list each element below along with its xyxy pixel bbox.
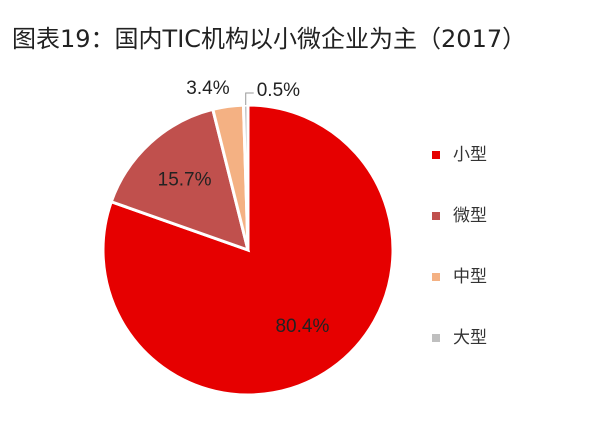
legend-label: 微型 xyxy=(453,206,487,226)
value-label: 0.5% xyxy=(257,80,300,101)
legend-swatch xyxy=(432,334,440,342)
legend-swatch xyxy=(432,151,440,159)
leader-line xyxy=(245,92,254,106)
pie-slice xyxy=(241,103,250,251)
value-label: 80.4% xyxy=(275,316,329,337)
legend-label: 小型 xyxy=(453,145,487,165)
legend-swatch xyxy=(432,212,440,220)
value-label: 3.4% xyxy=(186,78,229,99)
chart-title: 图表19：国内TIC机构以小微企业为主（2017） xyxy=(12,25,526,53)
pie-slice xyxy=(109,107,251,253)
pie-slice xyxy=(101,103,395,397)
value-label: 15.7% xyxy=(158,169,212,190)
legend-swatch xyxy=(432,273,440,281)
legend-label: 大型 xyxy=(453,328,487,348)
legend-label: 中型 xyxy=(453,267,487,287)
